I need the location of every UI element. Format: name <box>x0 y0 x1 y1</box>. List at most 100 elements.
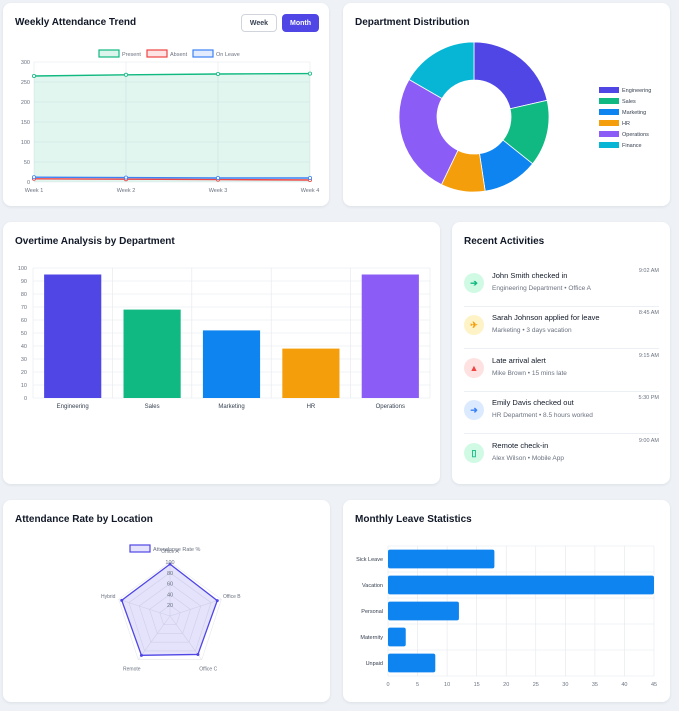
legend-label: Finance <box>622 143 642 149</box>
recent-activities-card: Recent Activities ➔ John Smith checked i… <box>452 222 670 484</box>
activity-time: 8:45 AM <box>638 310 659 316</box>
attendance-location-card: Attendance Rate by Location Office A Offi… <box>3 500 330 702</box>
y-tick-label: 70 <box>21 305 27 311</box>
activity-item[interactable]: ➜ Emily Davis checked out HR Department … <box>464 395 659 440</box>
legend-swatch <box>129 544 151 553</box>
x-tick-label: Operations <box>376 404 405 410</box>
r-tick-label: 60 <box>167 582 173 588</box>
legend-swatch <box>599 87 619 93</box>
x-tick-label: Week 4 <box>301 188 320 194</box>
y-tick-label: 100 <box>21 140 30 146</box>
data-point <box>196 652 200 656</box>
x-tick-label: 0 <box>386 682 389 688</box>
activity-detail: Alex Wilson • Mobile App <box>492 455 565 462</box>
monthly-leave-chart: 0 5 10 15 20 25 30 35 40 45 Sick Leave Vacation Pers… <box>356 545 657 688</box>
bar <box>361 274 419 398</box>
plane-icon: ✈ <box>464 315 484 335</box>
legend-swatch <box>599 109 619 115</box>
data-point <box>139 653 143 657</box>
y-tick-label: 200 <box>21 100 30 106</box>
activity-item[interactable]: ✈ Sarah Johnson applied for leave Market… <box>464 310 659 355</box>
activity-item[interactable]: ➔ John Smith checked in Engineering Depa… <box>464 268 659 313</box>
present-area <box>34 73 310 182</box>
weekly-attendance-chart: 0 50 100 150 200 250 300 Week 1 Week 2 Week 3 Week… <box>21 49 320 194</box>
x-tick-label: Marketing <box>218 404 244 410</box>
data-point <box>215 599 219 603</box>
y-tick-label: 40 <box>21 344 27 350</box>
y-tick-label: 20 <box>21 370 27 376</box>
radar-axis-label: Office B <box>223 594 241 600</box>
attendance-location-chart: Office A Office B Office C Remote Hybrid 20 40… <box>101 544 241 673</box>
department-distribution-title: Department Distribution <box>355 17 470 28</box>
y-tick-label: 30 <box>21 357 27 363</box>
month-toggle-button[interactable]: Month <box>282 14 319 32</box>
radar-axis <box>118 599 171 617</box>
bar <box>44 274 102 398</box>
overtime-analysis-title: Overtime Analysis by Department <box>15 236 175 247</box>
legend-swatch <box>599 131 619 137</box>
activity-item[interactable]: ▯ Remote check-in Alex Wilson • Mobile A… <box>464 438 659 483</box>
y-tick-label: 90 <box>21 279 27 285</box>
bar <box>388 575 654 595</box>
x-tick-label: Week 1 <box>25 188 44 194</box>
y-tick-label: 0 <box>24 396 27 402</box>
y-tick-label: 50 <box>24 160 30 166</box>
data-point <box>307 71 312 76</box>
pie-slice <box>473 41 548 110</box>
radar-axis-label: Office C <box>199 667 217 673</box>
radar-axis-label: Office A <box>161 549 179 555</box>
pie-slice <box>398 78 459 186</box>
weekly-attendance-card: Weekly Attendance Trend Week Month 0 50 10… <box>3 3 329 206</box>
legend-swatch <box>599 98 619 104</box>
activity-title: Remote check-in <box>492 441 549 450</box>
bar <box>388 627 406 647</box>
y-tick-label: Maternity <box>360 635 383 641</box>
activity-time: 5:30 PM <box>638 395 659 401</box>
x-tick-label: Week 2 <box>117 188 136 194</box>
y-tick-label: Vacation <box>362 583 383 589</box>
data-point <box>124 72 129 77</box>
x-tick-label: 25 <box>533 682 539 688</box>
legend-swatch <box>98 49 120 58</box>
y-tick-label: 250 <box>21 80 30 86</box>
activity-title: Emily Davis checked out <box>492 398 574 407</box>
data-point <box>31 175 36 180</box>
week-toggle-button[interactable]: Week <box>241 14 277 32</box>
mobile-icon: ▯ <box>464 443 484 463</box>
legend-label: Operations <box>622 132 649 138</box>
radar-series <box>120 563 219 656</box>
department-distribution-card: Department Distribution Engineering Sales… <box>343 3 670 206</box>
legend-label: Marketing <box>622 110 646 116</box>
activity-item[interactable]: ▲ Late arrival alert Mike Brown • 15 min… <box>464 353 659 398</box>
radar-axis-label: Hybrid <box>101 594 116 600</box>
legend-swatch <box>599 120 619 126</box>
x-tick-label: 35 <box>592 682 598 688</box>
series-line <box>33 176 310 179</box>
bar <box>123 309 181 398</box>
activity-detail: HR Department • 8.5 hours worked <box>492 412 593 419</box>
data-point <box>168 562 172 566</box>
x-tick-label: Sales <box>145 404 160 410</box>
r-tick-label: 40 <box>167 592 173 598</box>
y-tick-label: 50 <box>21 331 27 337</box>
activity-detail: Marketing • 3 days vacation <box>492 327 572 334</box>
y-tick-label: 10 <box>21 383 27 389</box>
bar <box>282 348 340 398</box>
y-tick-label: Sick Leave <box>356 557 383 563</box>
legend-label: HR <box>622 121 630 127</box>
radar-grid <box>138 583 202 643</box>
activity-title: Late arrival alert <box>492 356 546 365</box>
activity-time: 9:00 AM <box>638 438 659 444</box>
legend-label: Absent <box>170 52 188 58</box>
activity-title: John Smith checked in <box>492 271 568 280</box>
overtime-analysis-card: Overtime Analysis by Department 0 10 20 30 4… <box>3 222 440 484</box>
divider <box>464 306 659 307</box>
y-tick-label: Unpaid <box>366 661 383 667</box>
y-tick-label: 80 <box>21 292 27 298</box>
data-point <box>31 74 36 79</box>
x-tick-label: 10 <box>444 682 450 688</box>
r-tick-label: 20 <box>167 603 173 609</box>
activity-time: 9:15 AM <box>638 353 659 359</box>
x-tick-label: 5 <box>416 682 419 688</box>
radar-axis-label: Remote <box>123 667 141 673</box>
